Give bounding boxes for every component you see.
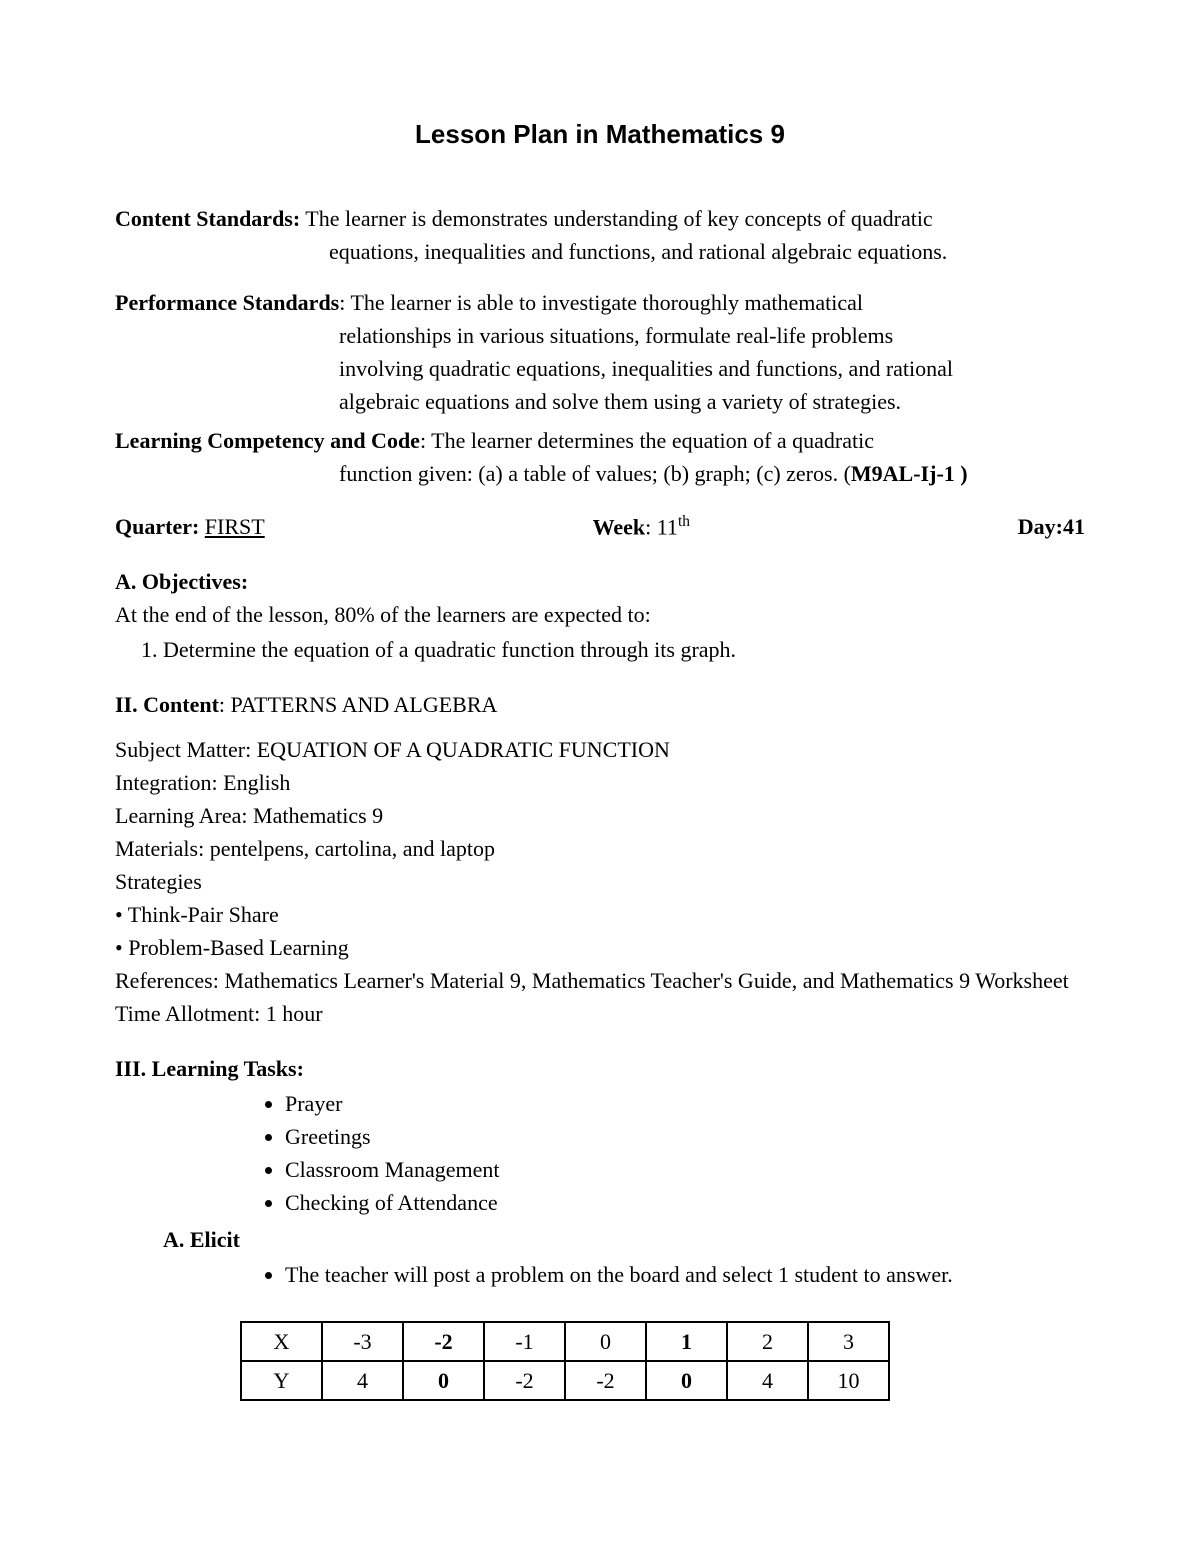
week-label: Week xyxy=(593,514,646,539)
objectives-head: A. Objectives: xyxy=(115,565,1085,598)
quarter-week-day-row: Quarter: FIRST Week: 11th Day:41 xyxy=(115,510,1085,543)
table-cell: -1 xyxy=(484,1322,565,1361)
table-cell: 4 xyxy=(322,1361,403,1400)
content-references: References: Mathematics Learner's Materi… xyxy=(115,964,1085,997)
quarter-value: FIRST xyxy=(205,514,265,539)
performance-standards-line3: involving quadratic equations, inequalit… xyxy=(115,352,1085,385)
content-subject: Subject Matter: EQUATION OF A QUADRATIC … xyxy=(115,733,1085,766)
learning-competency-label: Learning Competency and Code xyxy=(115,428,420,453)
learning-competency-line2: function given: (a) a table of values; (… xyxy=(115,457,1085,490)
content-standards-line1: The learner is demonstrates understandin… xyxy=(300,206,933,231)
learning-task-item: Greetings xyxy=(285,1120,1085,1153)
content-strategies-label: Strategies xyxy=(115,865,1085,898)
elicit-item-1: The teacher will post a problem on the b… xyxy=(285,1258,1085,1291)
table-cell: 0 xyxy=(403,1361,484,1400)
learning-competency-line1: : The learner determines the equation of… xyxy=(420,428,874,453)
table-cell: X xyxy=(241,1322,322,1361)
table-cell: 0 xyxy=(646,1361,727,1400)
learning-tasks-head: III. Learning Tasks: xyxy=(115,1052,1085,1085)
objectives-list: Determine the equation of a quadratic fu… xyxy=(115,633,1085,666)
content-integration: Integration: English xyxy=(115,766,1085,799)
content-time: Time Allotment: 1 hour xyxy=(115,997,1085,1030)
learning-task-item: Prayer xyxy=(285,1087,1085,1120)
table-cell: 4 xyxy=(727,1361,808,1400)
content-strategy-1: • Think-Pair Share xyxy=(115,898,1085,931)
learning-task-item: Classroom Management xyxy=(285,1153,1085,1186)
content-standards-block: Content Standards: The learner is demons… xyxy=(115,202,1085,268)
content-block: II. Content: PATTERNS AND ALGEBRA Subjec… xyxy=(115,688,1085,1030)
table-cell: -2 xyxy=(484,1361,565,1400)
week-value: : 11 xyxy=(645,514,678,539)
objectives-intro: At the end of the lesson, 80% of the lea… xyxy=(115,598,1085,631)
quarter-cell: Quarter: FIRST xyxy=(115,510,265,543)
table-cell: -2 xyxy=(403,1322,484,1361)
content-standards-label: Content Standards: xyxy=(115,206,300,231)
day-value: 41 xyxy=(1063,514,1085,539)
table-cell: 10 xyxy=(808,1361,889,1400)
table-row: X -3 -2 -1 0 1 2 3 xyxy=(241,1322,889,1361)
table-cell: Y xyxy=(241,1361,322,1400)
learning-competency-block: Learning Competency and Code: The learne… xyxy=(115,424,1085,490)
table-cell: 3 xyxy=(808,1322,889,1361)
values-table: X -3 -2 -1 0 1 2 3 Y 4 0 -2 -2 0 4 10 xyxy=(240,1321,890,1401)
objective-item-1: Determine the equation of a quadratic fu… xyxy=(163,633,1085,666)
quarter-label: Quarter: xyxy=(115,514,205,539)
learning-task-item: Checking of Attendance xyxy=(285,1186,1085,1219)
elicit-head: A. Elicit xyxy=(115,1223,1085,1256)
table-cell: 2 xyxy=(727,1322,808,1361)
performance-standards-line4: algebraic equations and solve them using… xyxy=(115,385,1085,418)
learning-tasks-list: Prayer Greetings Classroom Management Ch… xyxy=(115,1087,1085,1219)
table-cell: -3 xyxy=(322,1322,403,1361)
performance-standards-line1: : The learner is able to investigate tho… xyxy=(339,290,863,315)
content-head-label: II. Content xyxy=(115,692,219,717)
content-materials: Materials: pentelpens, cartolina, and la… xyxy=(115,832,1085,865)
performance-standards-label: Performance Standards xyxy=(115,290,339,315)
page-title: Lesson Plan in Mathematics 9 xyxy=(115,115,1085,154)
performance-standards-line2: relationships in various situations, for… xyxy=(115,319,1085,352)
content-head: II. Content: PATTERNS AND ALGEBRA xyxy=(115,688,1085,721)
content-strategy-2: • Problem-Based Learning xyxy=(115,931,1085,964)
content-learning-area: Learning Area: Mathematics 9 xyxy=(115,799,1085,832)
day-cell: Day:41 xyxy=(1018,510,1085,543)
table-cell: 0 xyxy=(565,1322,646,1361)
content-standards-line2: equations, inequalities and functions, a… xyxy=(115,235,1085,268)
content-head-value: : PATTERNS AND ALGEBRA xyxy=(219,692,498,717)
table-cell: 1 xyxy=(646,1322,727,1361)
week-suffix: th xyxy=(678,513,690,530)
performance-standards-block: Performance Standards: The learner is ab… xyxy=(115,286,1085,418)
table-row: Y 4 0 -2 -2 0 4 10 xyxy=(241,1361,889,1400)
learning-competency-code: M9AL-Ij-1 ) xyxy=(851,461,968,486)
table-cell: -2 xyxy=(565,1361,646,1400)
week-cell: Week: 11th xyxy=(593,510,690,543)
day-label: Day: xyxy=(1018,514,1063,539)
elicit-list: The teacher will post a problem on the b… xyxy=(115,1258,1085,1291)
